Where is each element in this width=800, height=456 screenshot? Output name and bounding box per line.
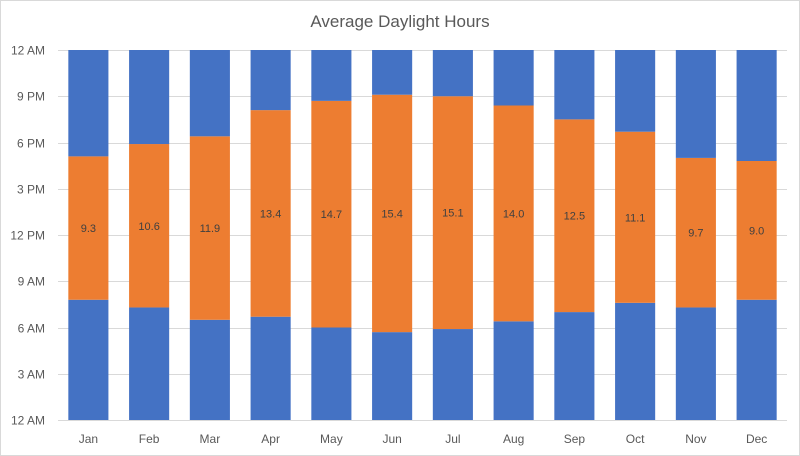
x-tick-label: Nov <box>685 432 706 446</box>
bar-segment-2 <box>554 50 595 120</box>
y-tick-label: 3 AM <box>18 368 45 382</box>
bar-segment-1 <box>250 110 291 317</box>
bar-segment-1 <box>68 156 109 300</box>
bar-segment-1 <box>493 105 534 322</box>
y-tick-label: 9 PM <box>17 90 45 104</box>
bar-segment-2 <box>129 50 170 145</box>
x-tick-label: Jan <box>79 432 98 446</box>
bar-segment-2 <box>311 50 352 101</box>
bar-segment-0 <box>372 332 413 420</box>
x-tick-label: Jul <box>445 432 460 446</box>
bar-segment-0 <box>189 319 230 420</box>
x-tick-label: Apr <box>261 432 280 446</box>
bar-segment-0 <box>68 299 109 420</box>
bar-segment-0 <box>554 312 595 420</box>
y-tick-label: 6 PM <box>17 137 45 151</box>
data-label: 14.7 <box>321 209 342 221</box>
bar-segment-0 <box>675 307 716 420</box>
bar-segment-2 <box>615 50 656 132</box>
bar-segment-2 <box>372 50 413 95</box>
data-label: 11.9 <box>200 223 221 235</box>
bar-segment-1 <box>311 100 352 328</box>
bar-segment-0 <box>736 299 777 420</box>
bar-segment-0 <box>615 302 656 420</box>
bar-segment-1 <box>372 94 413 333</box>
x-tick-label: Jun <box>382 432 401 446</box>
bar-segment-2 <box>432 50 473 97</box>
x-tick-label: Mar <box>200 432 221 446</box>
data-label: 9.0 <box>749 225 764 237</box>
data-label: 12.5 <box>564 211 585 223</box>
bar-segment-2 <box>736 50 777 161</box>
data-label: 11.1 <box>625 212 646 224</box>
bar-segment-0 <box>432 329 473 420</box>
bar-segment-0 <box>129 307 170 420</box>
bar-segment-0 <box>311 327 352 420</box>
x-tick-label: May <box>320 432 343 446</box>
chart-title: Average Daylight Hours <box>310 12 490 31</box>
data-label: 10.6 <box>138 221 159 233</box>
y-tick-label: 3 PM <box>17 183 45 197</box>
bar-segment-1 <box>189 136 230 320</box>
x-tick-label: Dec <box>746 432 767 446</box>
data-label: 9.7 <box>688 228 703 240</box>
bar-segment-1 <box>432 96 473 330</box>
x-tick-label: Oct <box>626 432 645 446</box>
x-tick-label: Aug <box>503 432 524 446</box>
bar-segment-1 <box>554 119 595 313</box>
bar-segment-0 <box>250 316 291 420</box>
data-label: 15.1 <box>442 208 463 220</box>
y-tick-label: 9 AM <box>18 275 45 289</box>
y-tick-label: 12 AM <box>11 44 45 58</box>
data-label: 14.0 <box>503 208 524 220</box>
bar-segment-2 <box>493 50 534 106</box>
data-label: 13.4 <box>260 208 281 220</box>
bar-segment-1 <box>736 161 777 300</box>
bar-segment-2 <box>68 50 109 157</box>
bar-segment-0 <box>493 321 534 420</box>
y-tick-label: 12 PM <box>10 229 45 243</box>
data-label: 9.3 <box>81 223 96 235</box>
bar-segment-2 <box>189 50 230 137</box>
bar-segment-2 <box>675 50 716 158</box>
x-tick-label: Feb <box>139 432 160 446</box>
bar-segment-2 <box>250 50 291 111</box>
data-label: 15.4 <box>381 208 402 220</box>
x-tick-label: Sep <box>564 432 586 446</box>
y-tick-label: 12 AM <box>11 414 45 428</box>
y-tick-label: 6 AM <box>18 322 45 336</box>
bar-segment-1 <box>615 131 656 303</box>
bar-segment-1 <box>129 144 170 308</box>
bar-segment-1 <box>675 157 716 308</box>
